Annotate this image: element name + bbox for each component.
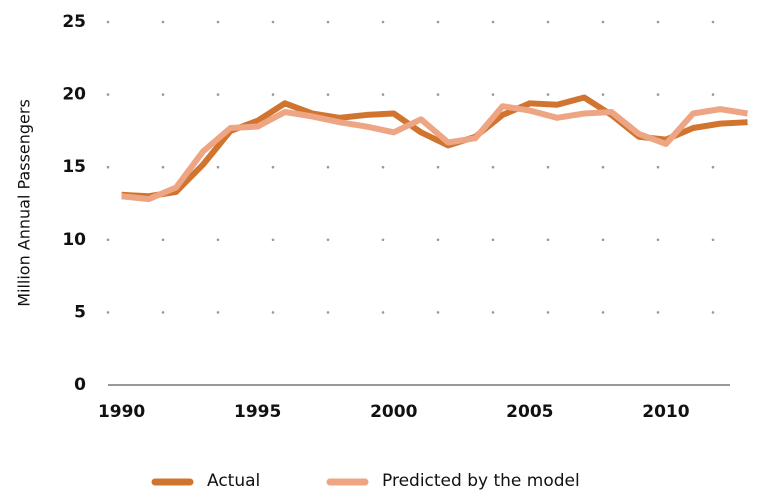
- y-tick-label: 5: [74, 302, 86, 322]
- grid-line: [106, 311, 715, 314]
- x-tick-label: 2010: [642, 402, 689, 422]
- grid-line: [106, 238, 715, 242]
- y-tick-label: 0: [74, 375, 86, 395]
- grid-line: [106, 165, 715, 169]
- y-tick-label: 10: [62, 230, 86, 250]
- x-tick-label: 2000: [370, 402, 417, 422]
- y-tick-label: 25: [62, 12, 86, 32]
- legend-label: Actual: [207, 471, 260, 491]
- y-axis-label: Million Annual Passengers: [15, 99, 34, 307]
- grid-line: [106, 93, 715, 96]
- x-tick-label: 1990: [98, 402, 145, 422]
- y-tick-label: 20: [62, 85, 86, 105]
- series-line: [121, 94, 748, 200]
- legend-label: Predicted by the model: [382, 471, 580, 491]
- x-tick-label: 2005: [506, 402, 553, 422]
- series-line: [121, 103, 749, 203]
- grid-line: [106, 20, 715, 24]
- x-tick-label: 1995: [234, 402, 281, 422]
- y-tick-label: 15: [62, 157, 86, 177]
